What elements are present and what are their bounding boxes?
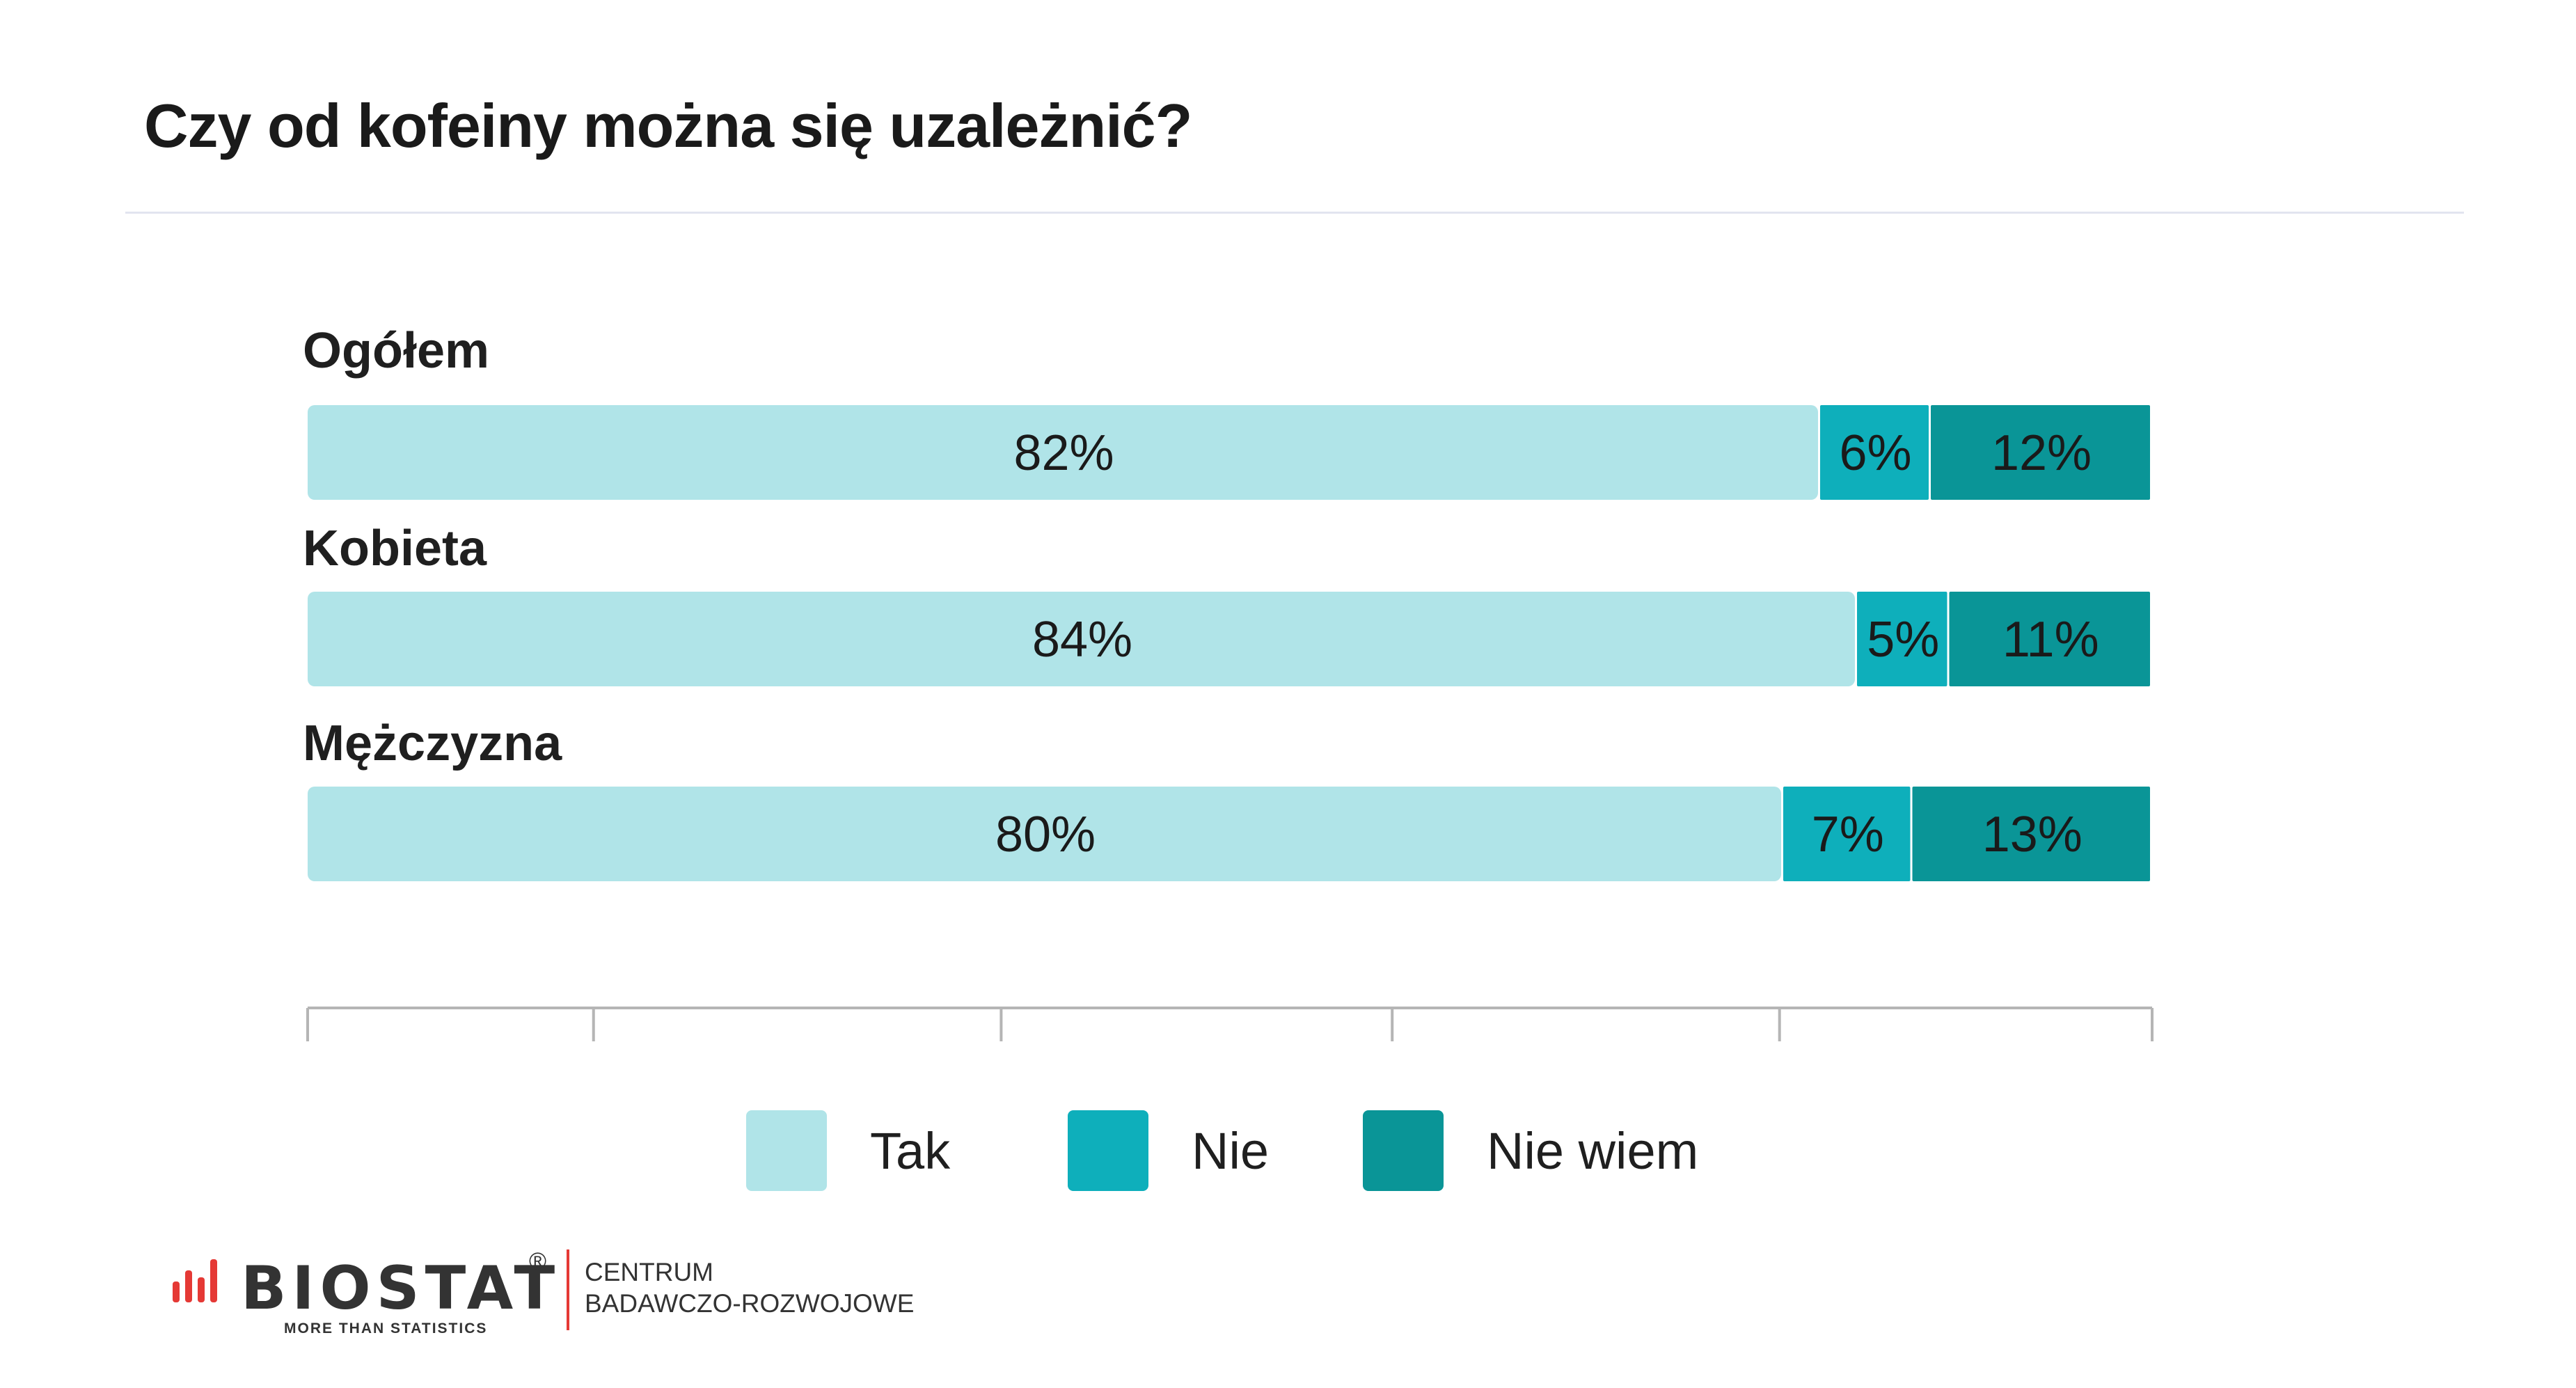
bar-segment	[1783, 787, 1911, 881]
legend-item-tak: Tak	[746, 1110, 950, 1191]
legend-swatch-tak	[746, 1110, 827, 1191]
bar-value-label: 80%	[995, 807, 1096, 862]
logo-registered-mark: ®	[529, 1248, 547, 1275]
bar-segment	[1857, 592, 1947, 686]
bar-value-label: 5%	[1867, 612, 1939, 668]
legend-label-tak: Tak	[870, 1121, 951, 1180]
bar-segment	[1912, 787, 2150, 881]
category-label-1: Kobieta	[303, 521, 487, 576]
bar-segment	[308, 405, 1818, 500]
bar-value-label: 13%	[1982, 807, 2083, 862]
bar-value-label: 7%	[1812, 807, 1884, 862]
legend-item-nie: Nie	[1068, 1110, 1269, 1191]
logo-tagline: MORE THAN STATISTICS	[284, 1320, 488, 1336]
legend-item-nie-wiem: Nie wiem	[1363, 1110, 1698, 1191]
bar-segment	[1820, 405, 1929, 500]
bar-segment	[1931, 405, 2150, 500]
logo-center-line1: CENTRUM	[585, 1258, 713, 1286]
legend-swatch-nie-wiem	[1363, 1110, 1444, 1191]
logo-bars-icon	[173, 1259, 217, 1302]
legend-label-nie-wiem: Nie wiem	[1487, 1121, 1699, 1180]
logo-center-text: CENTRUM BADAWCZO-ROZWOJOWE	[585, 1256, 914, 1319]
logo-wordmark: BIOSTAT	[241, 1254, 561, 1323]
bar-segment	[308, 592, 1855, 686]
category-label-2: Mężczyzna	[303, 716, 562, 771]
title-divider	[125, 212, 2464, 214]
bar-value-label: 12%	[1991, 425, 2092, 481]
bar-value-label: 6%	[1839, 425, 1911, 481]
logo-separator	[567, 1249, 569, 1330]
bar-segment	[308, 787, 1781, 881]
logo-center-line2: BADAWCZO-ROZWOJOWE	[585, 1289, 915, 1318]
legend-label-nie: Nie	[1192, 1121, 1270, 1180]
legend-swatch-nie	[1068, 1110, 1148, 1191]
bar-value-label: 11%	[2002, 612, 2099, 668]
bar-segment	[1949, 592, 2150, 686]
page-title: Czy od kofeiny można się uzależnić?	[144, 91, 1192, 160]
category-label-0: Ogółem	[303, 323, 489, 379]
bar-value-label: 84%	[1032, 612, 1132, 668]
bar-value-label: 82%	[1013, 425, 1114, 481]
